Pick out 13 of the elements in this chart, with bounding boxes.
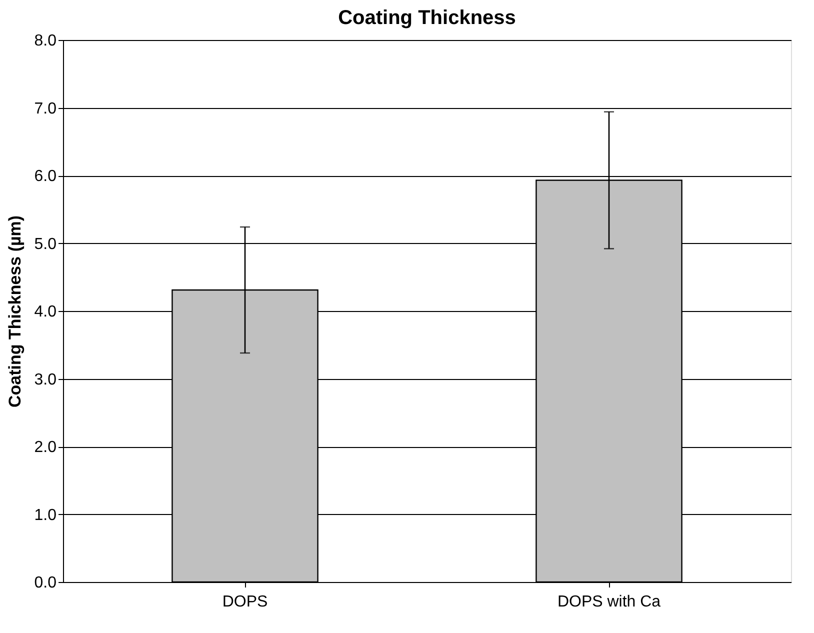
x-tick-label: DOPS: [222, 594, 268, 610]
y-tick-label: 3.0: [34, 371, 57, 388]
y-axis-title: Coating Thickness (µm): [5, 215, 24, 408]
y-tick-label: 4.0: [34, 304, 57, 320]
chart-title: Coating Thickness: [338, 7, 516, 29]
y-tick-label: 5.0: [34, 236, 57, 253]
x-tick-label: DOPS with Ca: [557, 594, 661, 610]
y-tick-label: 0.0: [34, 574, 57, 592]
y-tick-label: 1.0: [34, 506, 57, 524]
y-tick-label: 2.0: [34, 439, 57, 456]
y-tick-label: 8.0: [34, 32, 57, 50]
y-tick-label: 7.0: [34, 100, 57, 118]
y-tick-label: 6.0: [34, 168, 57, 185]
